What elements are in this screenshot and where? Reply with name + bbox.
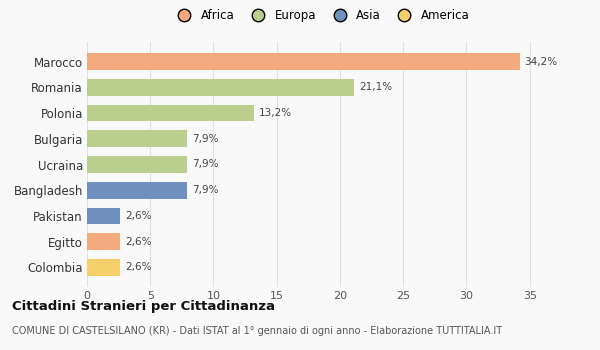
Bar — [87, 182, 187, 198]
Text: 2,6%: 2,6% — [125, 237, 151, 247]
Bar — [87, 259, 120, 276]
Bar — [87, 233, 120, 250]
Bar — [87, 79, 354, 96]
Text: COMUNE DI CASTELSILANO (KR) - Dati ISTAT al 1° gennaio di ogni anno - Elaborazio: COMUNE DI CASTELSILANO (KR) - Dati ISTAT… — [12, 326, 502, 336]
Text: 2,6%: 2,6% — [125, 262, 151, 273]
Bar — [87, 131, 187, 147]
Bar — [87, 156, 187, 173]
Text: Cittadini Stranieri per Cittadinanza: Cittadini Stranieri per Cittadinanza — [12, 300, 275, 313]
Text: 13,2%: 13,2% — [259, 108, 292, 118]
Bar — [87, 105, 254, 121]
Legend: Africa, Europa, Asia, America: Africa, Europa, Asia, America — [172, 9, 470, 22]
Text: 7,9%: 7,9% — [192, 134, 218, 144]
Text: 7,9%: 7,9% — [192, 160, 218, 169]
Text: 2,6%: 2,6% — [125, 211, 151, 221]
Text: 7,9%: 7,9% — [192, 185, 218, 195]
Text: 21,1%: 21,1% — [359, 82, 392, 92]
Bar — [87, 53, 520, 70]
Text: 34,2%: 34,2% — [524, 56, 558, 66]
Bar — [87, 208, 120, 224]
